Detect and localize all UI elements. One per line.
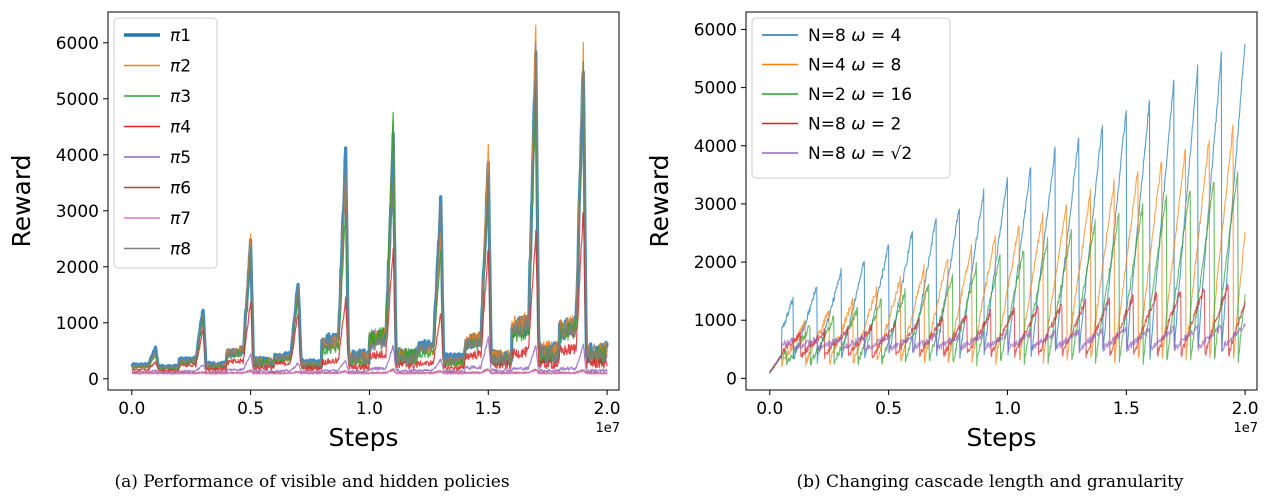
- series-line-5: [769, 323, 1246, 374]
- series-line-2: [769, 124, 1246, 374]
- legend-entry-4: N=8 ω = 2: [808, 115, 901, 135]
- legend-label: 2: [180, 57, 191, 77]
- chart-a-ticks: 0.0 0.5 1.0 1.5 2.0 0 1000 2000 3000 4000 5000 6000: [56, 34, 621, 419]
- chart-b-x-axis-label: Steps: [967, 423, 1037, 452]
- series-line-8: [131, 41, 608, 370]
- legend-symbol: π: [170, 240, 181, 260]
- legend-symbol: π: [170, 118, 181, 138]
- y-tick-label: 2000: [56, 258, 99, 278]
- legend-symbol: π: [170, 179, 181, 199]
- legend-entry-3: N=2 ω = 16: [808, 85, 912, 105]
- legend-label: 7: [180, 209, 191, 229]
- legend-entry-5: π5: [170, 148, 191, 168]
- series-line-5: [131, 336, 608, 374]
- x-tick-label: 1.5: [1113, 399, 1140, 419]
- legend-label: 6: [180, 179, 191, 199]
- legend-label-part: = 8: [865, 56, 901, 76]
- legend-label-part: = 16: [865, 85, 912, 105]
- legend-label-part: N=8: [808, 144, 851, 164]
- y-tick-label: 4000: [694, 137, 737, 157]
- legend-entry-7: π7: [170, 209, 191, 229]
- legend-entry-2: π2: [170, 57, 191, 77]
- chart-b: 0.0 0.5 1.0 1.5 2.0 0 1000 2000 3000 4000 5000 6000…: [645, 11, 1259, 492]
- y-tick-label: 5000: [56, 90, 99, 110]
- chart-a-series-lines: [130, 24, 609, 375]
- legend-entry-8: π8: [170, 240, 191, 260]
- y-tick-label: 1000: [694, 311, 737, 331]
- legend-label-part: ω: [851, 26, 865, 46]
- legend-symbol: π: [170, 148, 181, 168]
- series-line-7: [131, 368, 608, 375]
- legend-label-part: ω: [851, 85, 865, 105]
- x-tick-label: 0.5: [237, 399, 264, 419]
- x-tick-label: 2.0: [594, 399, 621, 419]
- chart-b-frame: [745, 11, 1258, 391]
- legend-label: 3: [180, 87, 191, 107]
- legend-box: [751, 17, 951, 179]
- legend-symbol: π: [170, 87, 181, 107]
- chart-b-x-offset-label: 1e7: [1233, 421, 1258, 436]
- y-tick-label: 2000: [694, 253, 737, 273]
- legend-label-part: ω: [851, 115, 865, 135]
- legend-entry-6: π6: [170, 179, 191, 199]
- chart-a-x-axis-label: Steps: [329, 423, 399, 452]
- legend-symbol: π: [170, 26, 181, 46]
- legend-label-part: N=8: [808, 26, 851, 46]
- chart-a: 0.0 0.5 1.0 1.5 2.0 0 1000 2000 3000 4000 5000 6000…: [7, 11, 621, 492]
- series-line-3: [769, 171, 1246, 374]
- legend-entry-2: N=4 ω = 8: [808, 56, 901, 76]
- chart-b-series-lines: [769, 43, 1246, 374]
- legend-label-part: N=8: [808, 115, 851, 135]
- legend-label-part: = √2: [865, 144, 912, 164]
- y-tick-label: 0: [726, 369, 737, 389]
- y-tick-label: 6000: [56, 34, 99, 54]
- legend-entry-5: N=8 ω = √2: [808, 144, 912, 164]
- legend-label-part: N=2: [808, 85, 851, 105]
- legend-label-part: = 4: [865, 26, 901, 46]
- legend-label: 8: [180, 240, 191, 260]
- legend-symbol: π: [170, 209, 181, 229]
- x-tick-label: 1.5: [475, 399, 502, 419]
- y-tick-label: 4000: [56, 146, 99, 166]
- x-tick-label: 1.0: [356, 399, 383, 419]
- legend-label-part: = 2: [865, 115, 901, 135]
- legend-entry-4: π4: [170, 118, 191, 138]
- chart-b-y-axis-label: Reward: [645, 154, 674, 247]
- x-tick-label: 0.5: [875, 399, 902, 419]
- legend-label-part: ω: [851, 144, 865, 164]
- chart-a-caption: (a) Performance of visible and hidden po…: [114, 472, 509, 492]
- x-tick-label: 1.0: [994, 399, 1021, 419]
- y-tick-label: 5000: [694, 79, 737, 99]
- y-tick-label: 1000: [56, 314, 99, 334]
- chart-b-ticks: 0.0 0.5 1.0 1.5 2.0 0 1000 2000 3000 4000 5000 6000: [694, 20, 1259, 419]
- legend-box: [113, 17, 218, 269]
- y-tick-label: 0: [88, 370, 99, 390]
- x-tick-label: 2.0: [1232, 399, 1259, 419]
- chart-a-frame: [107, 11, 620, 391]
- y-tick-label: 6000: [694, 20, 737, 40]
- legend-label: 5: [180, 148, 191, 168]
- legend-label: 1: [180, 26, 191, 46]
- legend-entry-1: N=8 ω = 4: [808, 26, 901, 46]
- chart-a-y-axis-label: Reward: [7, 154, 36, 247]
- series-line-1: [769, 43, 1246, 374]
- legend-label-part: N=4: [808, 56, 851, 76]
- legend-label: 4: [180, 118, 191, 138]
- y-tick-label: 3000: [56, 202, 99, 222]
- chart-b-caption: (b) Changing cascade length and granular…: [796, 472, 1183, 492]
- legend-label-part: ω: [851, 56, 865, 76]
- x-tick-label: 0.0: [118, 399, 145, 419]
- legend-symbol: π: [170, 57, 181, 77]
- chart-b-legend: N=8 ω = 4N=4 ω = 8N=2 ω = 16N=8 ω = 2N=8…: [751, 17, 951, 179]
- x-tick-label: 0.0: [756, 399, 783, 419]
- legend-entry-1: π1: [170, 26, 191, 46]
- y-tick-label: 3000: [694, 195, 737, 215]
- chart-a-x-offset-label: 1e7: [595, 421, 620, 436]
- legend-entry-3: π3: [170, 87, 191, 107]
